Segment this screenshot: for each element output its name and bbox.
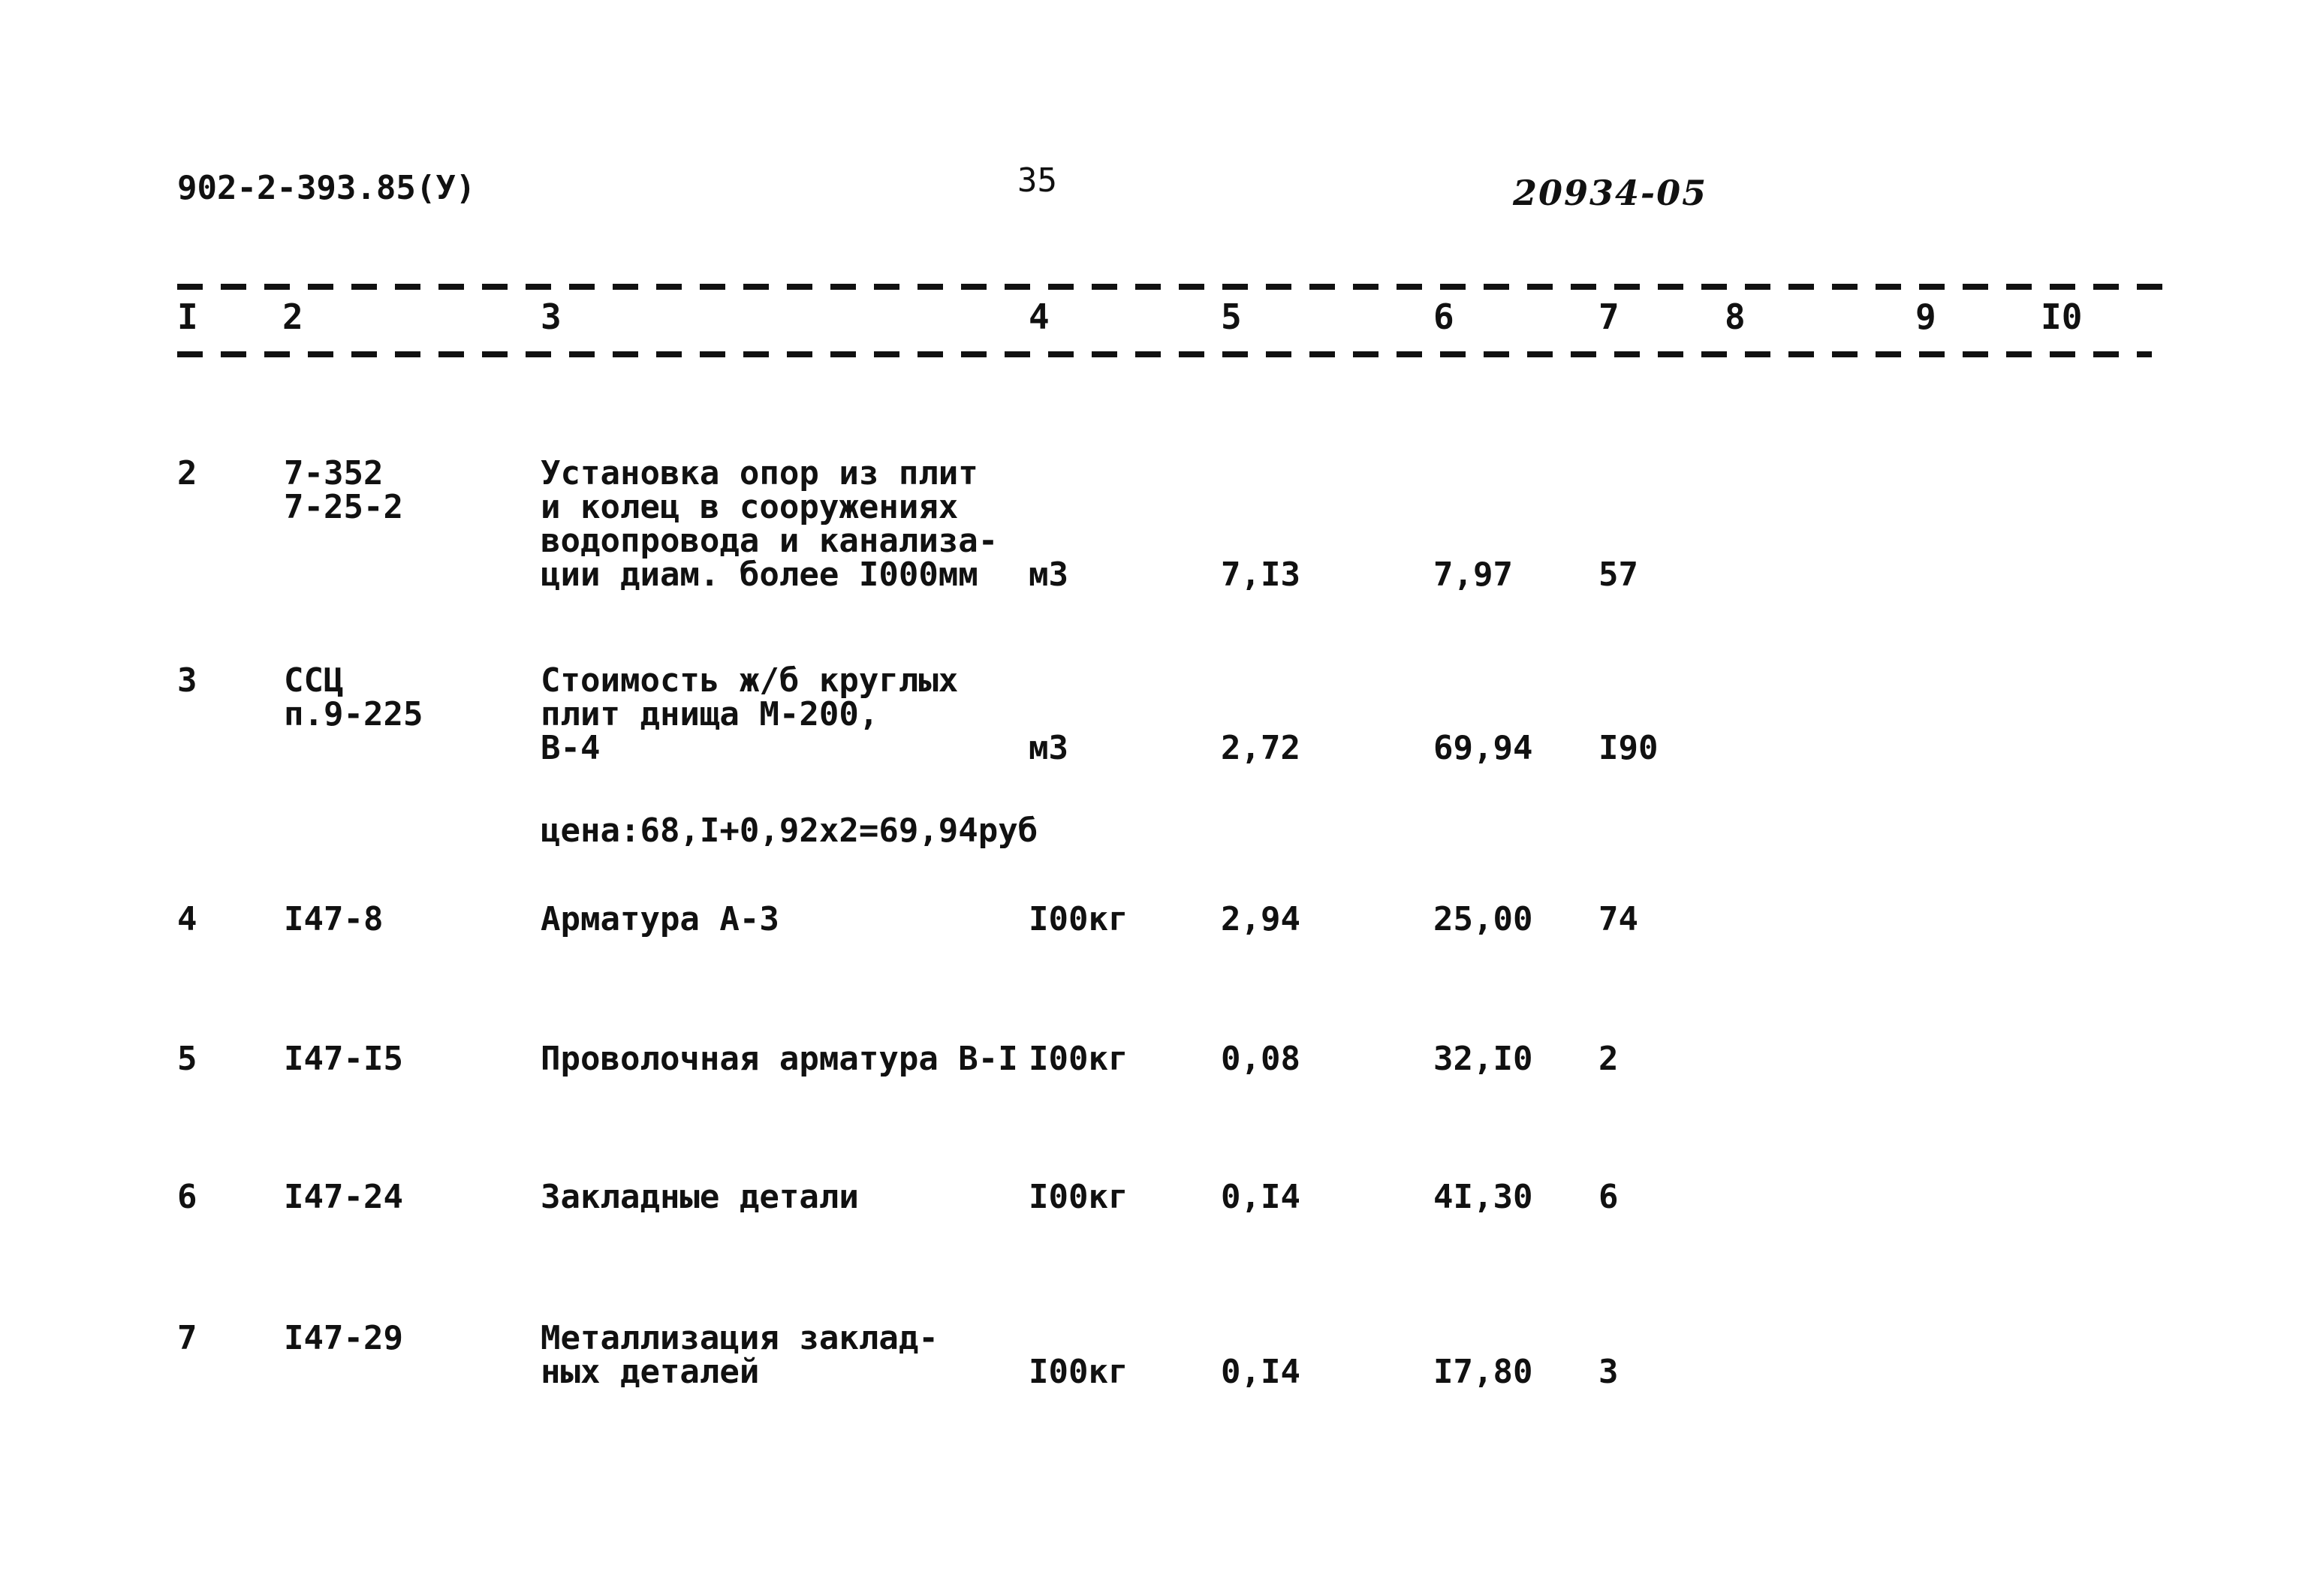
unit-price: I7,80 xyxy=(1433,1353,1533,1391)
unit-price: 4I,30 xyxy=(1433,1178,1533,1216)
column-number: I xyxy=(177,297,198,337)
work-description: Металлизация заклад- ных деталей xyxy=(541,1319,939,1391)
bottom-dashed-rule xyxy=(177,351,2152,357)
norm-code: I47-29 xyxy=(284,1319,403,1357)
quantity: 2,72 xyxy=(1221,729,1300,767)
total-cost: I90 xyxy=(1598,729,1659,767)
total-cost: 3 xyxy=(1598,1353,1619,1391)
work-description: Стоимость ж/б круглых плит днища М-200, … xyxy=(541,661,959,767)
column-number: 5 xyxy=(1221,297,1242,337)
quantity: 0,I4 xyxy=(1221,1353,1300,1391)
column-number: 3 xyxy=(541,297,562,337)
row-number: 3 xyxy=(177,661,197,700)
norm-code: I47-8 xyxy=(284,900,384,938)
unit: I00кг xyxy=(1029,900,1128,938)
column-number: 2 xyxy=(282,297,303,337)
top-dashed-rule xyxy=(177,284,2174,290)
document-code: 902-2-393.85(У) xyxy=(177,169,476,207)
price-note: цена:68,I+0,92х2=69,94руб xyxy=(541,812,1038,850)
unit: I00кг xyxy=(1029,1178,1128,1216)
handwritten-number: 20934-05 xyxy=(1513,173,1708,213)
unit-price: 69,94 xyxy=(1433,729,1533,767)
work-description: Установка опор из плит и колец в сооруже… xyxy=(541,454,999,594)
unit-price: 32,I0 xyxy=(1433,1040,1533,1078)
row-number: 7 xyxy=(177,1319,197,1357)
unit-price: 7,97 xyxy=(1433,556,1513,594)
total-cost: 57 xyxy=(1598,556,1638,594)
column-number: I0 xyxy=(2041,297,2083,337)
unit: м3 xyxy=(1029,556,1068,594)
column-number: 4 xyxy=(1029,297,1050,337)
total-cost: 6 xyxy=(1598,1178,1619,1216)
work-description: Закладные детали xyxy=(541,1178,859,1216)
row-number: 5 xyxy=(177,1040,197,1078)
page-number: 35 xyxy=(1017,161,1057,200)
unit: м3 xyxy=(1029,729,1068,767)
row-number: 2 xyxy=(177,454,197,492)
norm-code: I47-24 xyxy=(284,1178,403,1216)
column-number: 9 xyxy=(1915,297,1936,337)
work-description: Арматура А-3 xyxy=(541,900,779,938)
unit: I00кг xyxy=(1029,1353,1128,1391)
quantity: 0,08 xyxy=(1221,1040,1300,1078)
norm-code: ССЦ п.9-225 xyxy=(284,661,423,733)
row-number: 6 xyxy=(177,1178,197,1216)
quantity: 2,94 xyxy=(1221,900,1300,938)
total-cost: 2 xyxy=(1598,1040,1619,1078)
work-description: Проволочная арматура В-I xyxy=(541,1040,1018,1078)
unit-price: 25,00 xyxy=(1433,900,1533,938)
quantity: 0,I4 xyxy=(1221,1178,1300,1216)
column-number: 6 xyxy=(1433,297,1454,337)
norm-code: 7-352 7-25-2 xyxy=(284,454,403,526)
quantity: 7,I3 xyxy=(1221,556,1300,594)
norm-code: I47-I5 xyxy=(284,1040,403,1078)
total-cost: 74 xyxy=(1598,900,1638,938)
column-number: 7 xyxy=(1598,297,1620,337)
column-number: 8 xyxy=(1725,297,1746,337)
row-number: 4 xyxy=(177,900,197,938)
unit: I00кг xyxy=(1029,1040,1128,1078)
